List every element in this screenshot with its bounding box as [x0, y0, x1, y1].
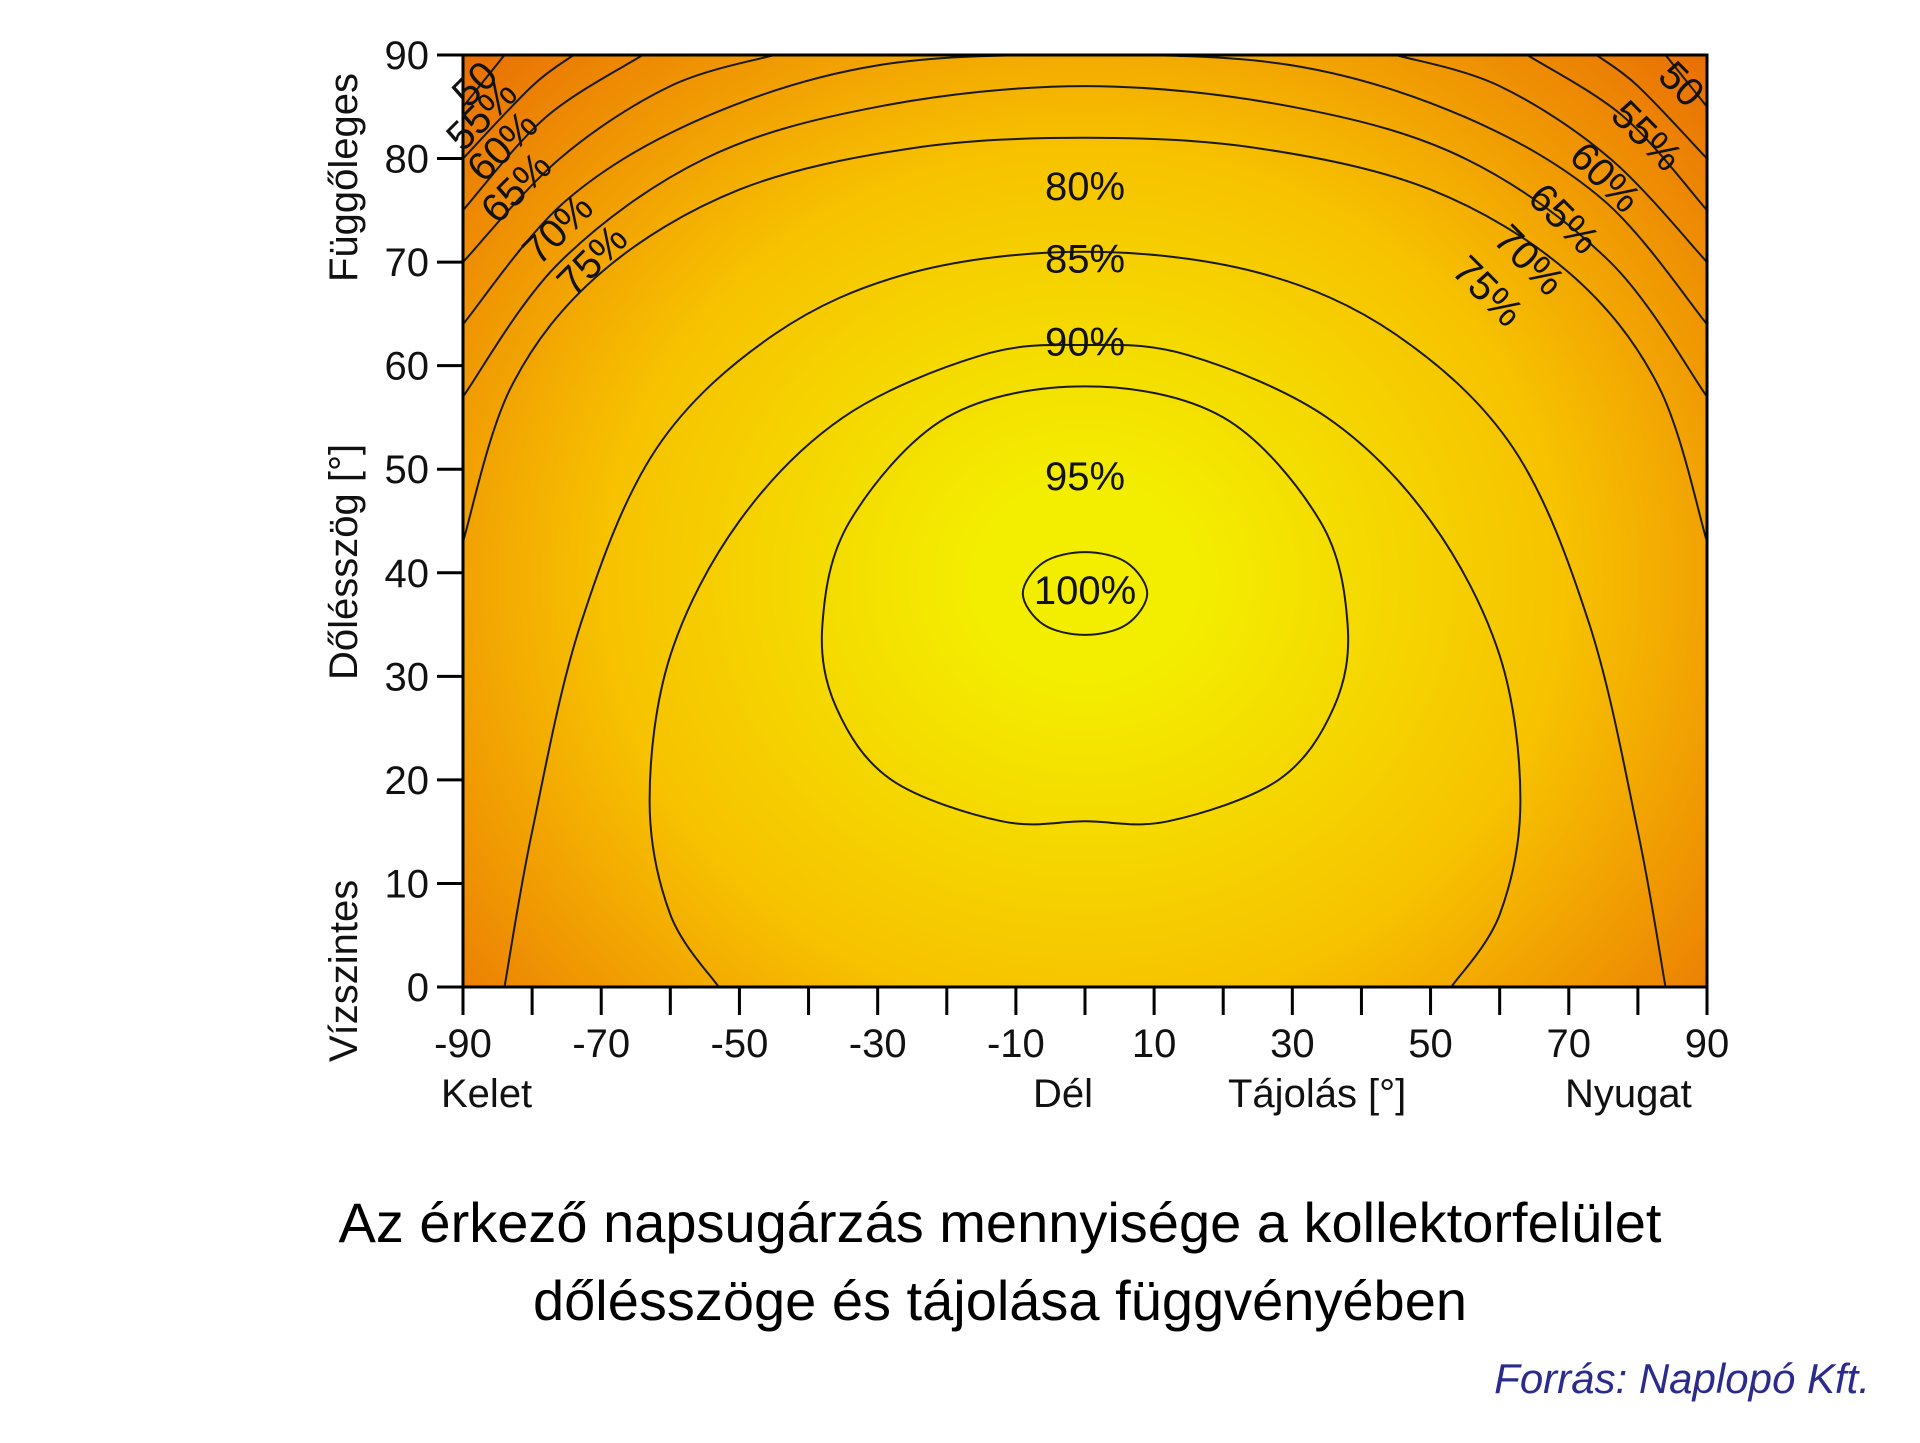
- contour-55: [1595, 55, 1707, 160]
- caption-line-1: Az érkező napsugárzás mennyisége a kolle…: [338, 1191, 1662, 1254]
- contour-50: [463, 55, 506, 108]
- contour-65: [1395, 55, 1707, 263]
- x-tick-label: -10: [987, 1022, 1045, 1066]
- x-axis-ticks: -90 -70 -50 -30 -10 10 30 50 70 90: [434, 987, 1729, 1066]
- y-axis-title: Dőlésszög [°]: [322, 444, 366, 680]
- x-label-east: Kelet: [441, 1072, 532, 1116]
- contour-65: [463, 55, 775, 263]
- contour-label-90: 90%: [1045, 321, 1125, 365]
- x-tick-label: -70: [572, 1022, 630, 1066]
- x-label-south: Dél: [1033, 1072, 1093, 1116]
- contour-60: [463, 55, 644, 211]
- contour-70: [463, 55, 1707, 325]
- caption-line-2: dőlésszöge és tájolása függvényében: [532, 1269, 1467, 1332]
- y-tick-label: 50: [385, 448, 430, 492]
- y-label-horizontal: Vízszintes: [322, 880, 366, 1062]
- x-tick-label: -30: [849, 1022, 907, 1066]
- contour-60: [1526, 55, 1707, 211]
- contour-80: [463, 136, 1707, 542]
- x-tick-label: 70: [1547, 1022, 1592, 1066]
- contour-100: [1021, 551, 1149, 636]
- contour-85: [503, 250, 1667, 987]
- contour-label-100: 100%: [1034, 569, 1136, 613]
- y-tick-label: 80: [385, 138, 430, 182]
- y-tick-label: 70: [385, 241, 430, 285]
- contour-90: [648, 343, 1522, 987]
- contour-labels: 100%95%90%85%80%75% 75%70% 70%65% 65%60% 60%…: [438, 53, 1712, 613]
- plot-area: [463, 55, 1707, 987]
- x-axis-title: Tájolás [°]: [1228, 1072, 1406, 1116]
- y-label-vertical: Függőleges: [322, 73, 366, 282]
- contour-label-80: 80%: [1045, 165, 1125, 209]
- y-tick-label: 60: [385, 345, 430, 389]
- contour-75: [463, 85, 1707, 398]
- contour-lines: [463, 55, 1707, 987]
- x-tick-label: 90: [1685, 1022, 1730, 1066]
- x-tick-label: 30: [1270, 1022, 1315, 1066]
- contour-55: [463, 55, 575, 160]
- y-tick-label: 20: [385, 759, 430, 803]
- contour-95: [820, 385, 1350, 826]
- y-tick-label: 40: [385, 552, 430, 596]
- y-tick-label: 30: [385, 655, 430, 699]
- y-tick-label: 10: [385, 862, 430, 906]
- y-tick-label: 90: [385, 34, 430, 78]
- y-axis-ticks: 0 10 20 30 40 50 60 70 80 90: [385, 34, 463, 1010]
- contour-50: [1664, 55, 1707, 108]
- x-tick-label: -50: [711, 1022, 769, 1066]
- contour-label-95: 95%: [1045, 455, 1125, 499]
- source-credit: Forrás: Naplopó Kft.: [1494, 1355, 1870, 1402]
- contour-label-85: 85%: [1045, 238, 1125, 282]
- x-tick-label: -90: [434, 1022, 492, 1066]
- x-label-west: Nyugat: [1565, 1072, 1692, 1116]
- x-tick-label: 50: [1408, 1022, 1453, 1066]
- x-tick-label: 10: [1132, 1022, 1177, 1066]
- y-tick-label: 0: [407, 966, 429, 1010]
